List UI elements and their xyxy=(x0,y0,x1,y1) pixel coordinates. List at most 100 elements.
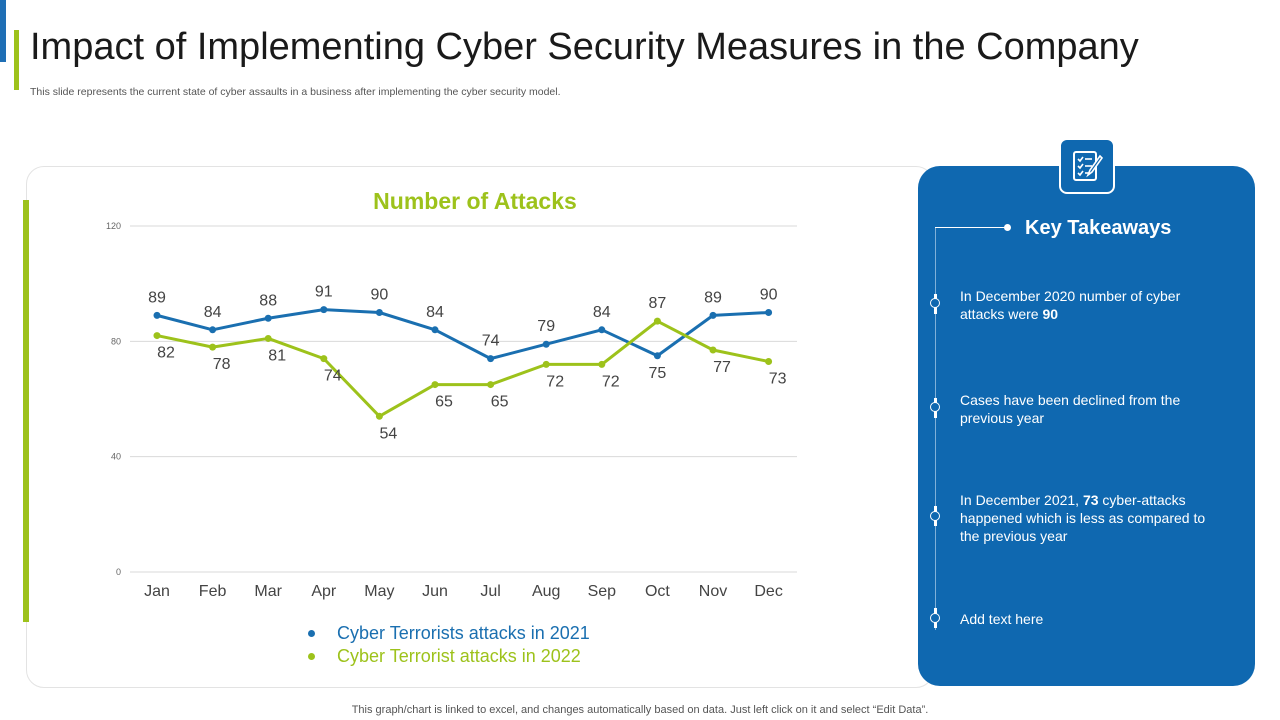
chart-legend: Cyber Terrorists attacks in 2021 Cyber T… xyxy=(308,622,590,668)
takeaway-3-text-b: cyber-attacks happened which is less as … xyxy=(960,492,1206,544)
series-line-1 xyxy=(156,319,769,418)
legend-dot-2021 xyxy=(308,630,315,637)
takeaway-item-1: In December 2020 number of cyber attacks… xyxy=(960,287,1220,323)
takeaways-title: Key Takeaways xyxy=(1025,217,1172,239)
data-point-0-7 xyxy=(542,340,550,348)
x-tick-label-jun: Jun xyxy=(422,583,448,600)
data-label-1-7: 72 xyxy=(546,373,564,390)
data-label-1-10: 77 xyxy=(713,359,731,376)
data-point-1-11 xyxy=(765,358,773,366)
data-point-1-0 xyxy=(153,332,161,340)
data-label-1-9: 87 xyxy=(649,295,667,312)
takeaway-item-2: Cases have been declined from the previo… xyxy=(960,392,1181,426)
takeaway-3-value: 73 xyxy=(1082,492,1099,508)
data-label-1-5: 65 xyxy=(435,394,453,411)
data-label-0-1: 84 xyxy=(204,304,222,321)
data-point-0-0 xyxy=(153,311,161,319)
data-point-0-10 xyxy=(709,311,717,319)
data-label-1-8: 72 xyxy=(602,373,620,390)
x-tick-label-apr: Apr xyxy=(311,583,337,600)
data-point-0-4 xyxy=(375,309,383,316)
data-point-0-1 xyxy=(209,326,217,334)
x-tick-label-feb: Feb xyxy=(199,583,227,600)
timeline-line xyxy=(935,228,936,630)
footer-note: This graph/chart is linked to excel, and… xyxy=(351,704,929,716)
x-tick-label-jul: Jul xyxy=(480,583,500,600)
y-tick-label-40: 40 xyxy=(111,452,121,462)
checklist-icon xyxy=(1059,138,1115,194)
data-label-0-2: 88 xyxy=(259,292,277,309)
x-tick-label-dec: Dec xyxy=(754,583,782,600)
legend-item-2022: Cyber Terrorist attacks in 2022 xyxy=(308,645,590,668)
data-point-1-7 xyxy=(542,360,550,368)
timeline-node-1 xyxy=(930,298,940,308)
data-point-0-9 xyxy=(653,352,661,360)
page-title: Impact of Implementing Cyber Security Me… xyxy=(30,26,1139,68)
x-tick-label-oct: Oct xyxy=(645,583,670,600)
data-label-0-11: 90 xyxy=(760,287,778,304)
legend-label-2022: Cyber Terrorist attacks in 2022 xyxy=(337,646,581,666)
takeaways-panel xyxy=(918,166,1255,686)
header-green-accent xyxy=(14,30,19,90)
y-tick-label-80: 80 xyxy=(111,336,121,346)
x-tick-label-jan: Jan xyxy=(144,583,170,600)
legend-dot-2022 xyxy=(308,653,315,660)
data-point-1-8 xyxy=(598,360,606,368)
data-label-0-9: 75 xyxy=(649,365,667,382)
timeline-node-2 xyxy=(930,402,940,412)
data-point-1-6 xyxy=(487,381,495,389)
series-line-0 xyxy=(156,308,769,361)
timeline-node-3 xyxy=(930,511,940,521)
data-point-0-5 xyxy=(431,326,439,334)
timeline-connector xyxy=(935,227,1007,228)
takeaway-1-value: 90 xyxy=(1042,306,1059,322)
x-tick-label-aug: Aug xyxy=(532,583,560,600)
chart-accent-bar xyxy=(23,200,29,622)
x-tick-label-sep: Sep xyxy=(588,583,617,600)
x-tick-label-nov: Nov xyxy=(699,583,727,600)
data-label-0-0: 89 xyxy=(148,289,166,306)
legend-label-2021: Cyber Terrorists attacks in 2021 xyxy=(337,623,590,643)
data-label-0-6: 74 xyxy=(482,333,500,350)
data-label-1-4: 54 xyxy=(380,425,398,442)
data-point-0-3 xyxy=(320,306,328,314)
x-tick-label-mar: Mar xyxy=(254,583,282,600)
data-point-0-11 xyxy=(765,309,773,316)
data-point-1-3 xyxy=(320,355,328,363)
data-point-1-1 xyxy=(209,343,217,351)
takeaway-3-text-a: In December 2021, xyxy=(960,492,1083,508)
data-label-0-7: 79 xyxy=(537,318,555,335)
data-label-1-2: 81 xyxy=(268,347,286,364)
data-label-1-11: 73 xyxy=(769,371,787,388)
takeaway-item-3: In December 2021, 73 cyber-attacks happe… xyxy=(960,491,1215,545)
data-point-1-9 xyxy=(653,317,661,325)
data-label-1-6: 65 xyxy=(491,394,509,411)
data-label-0-8: 84 xyxy=(593,304,611,321)
legend-item-2021: Cyber Terrorists attacks in 2021 xyxy=(308,622,590,645)
data-point-1-10 xyxy=(709,346,717,354)
data-point-0-6 xyxy=(487,355,495,363)
takeaway-item-4: Add text here xyxy=(960,611,1044,627)
data-point-0-8 xyxy=(598,326,606,334)
data-label-1-1: 78 xyxy=(213,356,231,373)
data-label-0-4: 90 xyxy=(371,287,389,304)
data-label-0-3: 91 xyxy=(315,284,333,301)
data-label-0-5: 84 xyxy=(426,304,444,321)
chart-card xyxy=(26,166,934,688)
y-tick-label-120: 120 xyxy=(106,221,121,231)
y-tick-label-0: 0 xyxy=(116,567,121,577)
data-point-0-2 xyxy=(264,314,272,322)
data-label-0-10: 89 xyxy=(704,289,722,306)
data-label-1-0: 82 xyxy=(157,345,175,362)
chart-title: Number of Attacks xyxy=(373,188,577,214)
timeline-dot xyxy=(1004,224,1011,231)
takeaway-1-text: In December 2020 number of cyber attacks… xyxy=(960,288,1181,322)
data-label-1-3: 74 xyxy=(324,368,342,385)
x-tick-label-may: May xyxy=(364,583,394,600)
timeline-node-4 xyxy=(930,613,940,623)
data-point-1-5 xyxy=(431,381,439,389)
line-chart: 0 40 80 120 Jan Feb Mar Apr May Jun Jul Aug Sep Oct No… xyxy=(106,221,797,600)
data-point-1-4 xyxy=(375,412,383,420)
header-accent-bar xyxy=(0,0,6,62)
data-point-1-2 xyxy=(264,334,272,342)
